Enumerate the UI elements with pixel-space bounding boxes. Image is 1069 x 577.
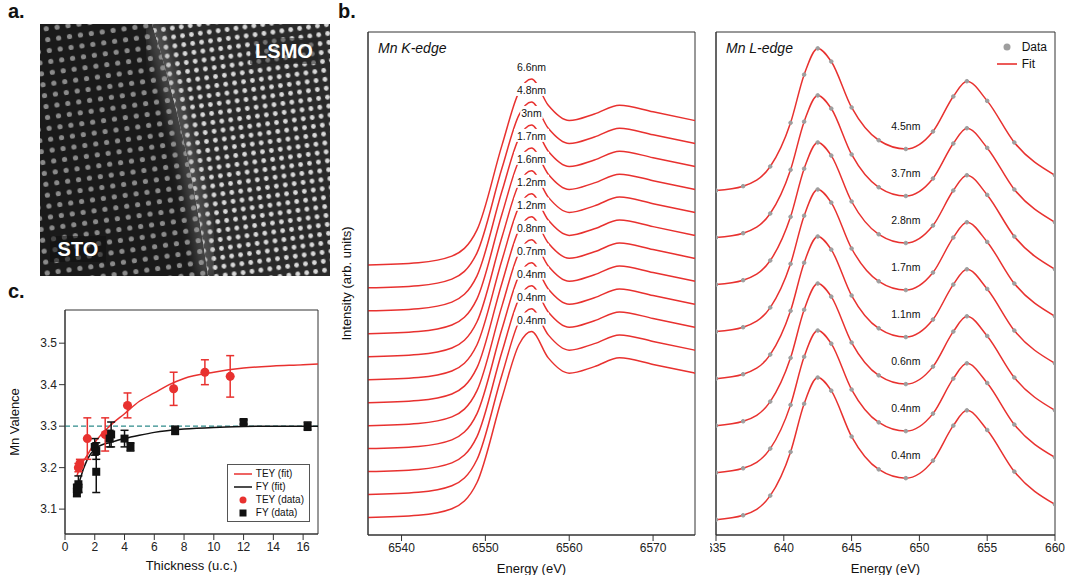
html-text:Fit: Fit [1021,56,1035,71]
svg-text:LSMO: LSMO [255,40,313,62]
svg-text:3.5: 3.5 [40,336,57,350]
svg-text:Mn Valence: Mn Valence [10,388,22,456]
svg-text:1.2nm: 1.2nm [517,199,546,211]
svg-text:1.7nm: 1.7nm [891,261,920,273]
svg-text:14: 14 [267,540,281,554]
svg-text:0.4nm: 0.4nm [891,449,920,461]
svg-text:645: 645 [842,541,862,555]
svg-text:2: 2 [91,540,98,554]
html-text:FY (data): FY (data) [255,507,298,518]
svg-text:0: 0 [62,540,69,554]
svg-text:0.8nm: 0.8nm [517,222,546,234]
svg-text:640: 640 [774,541,794,555]
svg-text:1.1nm: 1.1nm [891,308,920,320]
svg-text:3.2: 3.2 [40,461,57,475]
svg-text:10: 10 [207,540,221,554]
html-text:Mn K-edge: Mn K-edge [378,40,447,56]
svg-text:0.4nm: 0.4nm [891,402,920,414]
svg-text:660: 660 [1045,541,1065,555]
svg-text:4.8nm: 4.8nm [517,84,546,96]
svg-text:4.5nm: 4.5nm [891,120,920,132]
svg-text:6570: 6570 [640,541,667,555]
svg-text:Thickness (u.c.): Thickness (u.c.) [146,558,238,572]
svg-text:4: 4 [121,540,128,554]
svg-text:Intensity (arb. units): Intensity (arb. units) [340,226,354,340]
svg-text:1.7nm: 1.7nm [517,130,546,142]
svg-text:0.6nm: 0.6nm [891,355,920,367]
svg-text:6.6nm: 6.6nm [517,61,546,73]
svg-text:2.8nm: 2.8nm [891,214,920,226]
svg-text:3.3: 3.3 [40,419,57,433]
svg-text:Energy (eV): Energy (eV) [851,561,920,575]
svg-text:6560: 6560 [556,541,583,555]
svg-text:635: 635 [710,541,726,555]
svg-text:6550: 6550 [472,541,499,555]
svg-text:8: 8 [181,540,188,554]
svg-text:650: 650 [909,541,929,555]
html-text:b.: b. [338,0,356,22]
svg-text:0.7nm: 0.7nm [517,245,546,257]
html-text:c.: c. [8,280,25,302]
svg-text:STO: STO [58,238,99,260]
svg-text:3.7nm: 3.7nm [891,167,920,179]
svg-text:Energy (eV): Energy (eV) [497,561,566,575]
svg-text:1.2nm: 1.2nm [517,176,546,188]
html-text:a.: a. [8,0,25,22]
svg-text:6540: 6540 [388,541,415,555]
svg-text:3nm: 3nm [521,107,542,119]
svg-text:16: 16 [296,540,310,554]
html-text:Mn L-edge: Mn L-edge [726,40,793,56]
svg-text:6: 6 [151,540,158,554]
svg-text:0.4nm: 0.4nm [517,291,546,303]
svg-text:1.6nm: 1.6nm [517,153,546,165]
html-text:TEY (fit): TEY (fit) [255,468,293,479]
html-text:FY (fit): FY (fit) [255,481,286,492]
svg-text:655: 655 [977,541,997,555]
svg-text:3.1: 3.1 [40,502,57,516]
svg-text:0.4nm: 0.4nm [517,268,546,280]
svg-text:12: 12 [237,540,251,554]
html-text:Data: Data [1021,39,1047,54]
html-text:TEY (data): TEY (data) [255,494,304,505]
svg-text:0.4nm: 0.4nm [517,314,546,326]
svg-text:3.4: 3.4 [40,378,57,392]
